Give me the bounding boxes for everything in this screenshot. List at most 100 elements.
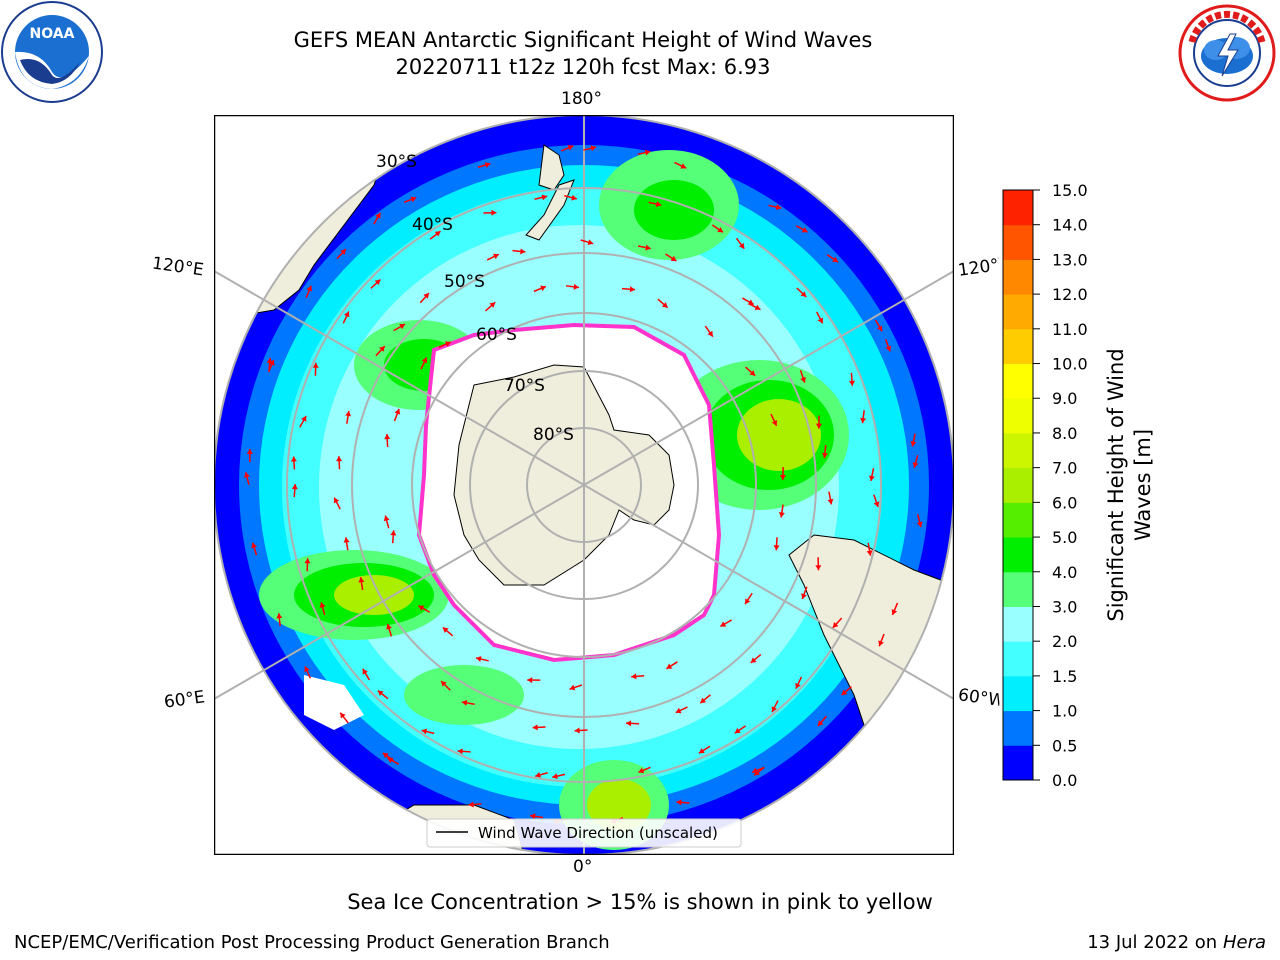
wave-arrow-head [675,707,682,714]
wave-arrow-head [387,757,394,763]
wave-arrow-head [655,201,662,207]
wave-arrow-head [290,456,297,462]
wave-arrow-head [795,682,801,689]
lat-label-70s: 70°S [504,376,545,396]
footer-date-text: 13 Jul 2022 on [1087,932,1223,953]
wave-arrow-head [532,724,538,731]
wave-arrow-head [754,304,761,310]
colorbar-block [1003,675,1033,712]
wave-arrow-head [661,302,668,308]
wave-arrow-head [771,419,778,426]
map-legend: Wind Wave Direction (unscaled) [426,818,742,848]
wave-arrow-head [916,521,923,528]
wave-arrow-head [444,341,451,347]
wave-arrow-head [698,747,705,754]
wave-arrow-head [815,423,822,429]
colorbar-tick-label: 1.5 [1052,667,1077,686]
wave-arrow-head [860,417,867,424]
wave-arrow-head [800,291,807,297]
wave-arrow-head [434,231,441,237]
wave-arrow-head [493,253,499,260]
colorbar-tick-label: 15.0 [1052,181,1088,200]
polar-map: 30°S 40°S 50°S 60°S 70°S 80°S Wind Wave … [214,115,954,855]
wave-arrow-head [821,452,828,459]
colorbar-block [1003,190,1033,226]
wave-arrow-head [800,376,806,383]
map-frame [214,115,954,855]
colorbar-label-line1: Significant Height of Wind [1104,348,1128,621]
colorbar-tick-label: 7.0 [1052,459,1077,478]
wave-arrow-head [345,410,352,417]
wave-arrow-head [461,699,468,706]
wave-arrow-head [340,249,346,255]
colorbar-tick-label: 0.5 [1052,736,1077,755]
wave-arrow-head [552,773,558,780]
legend-text: Wind Wave Direction (unscaled) [478,824,718,842]
wave-arrow-head [670,255,677,262]
wave-arrow-head [530,813,536,820]
wave-arrow-head [815,565,822,571]
wave-arrow-head [873,501,880,508]
wave-arrow-head [885,345,892,352]
wave-arrow-head [244,472,250,478]
wave-arrow-head [423,292,429,299]
map-title: GEFS MEAN Antarctic Significant Height o… [293,28,873,52]
colorbar-block [1003,363,1033,399]
wave-arrow-head [384,434,391,440]
colorbar-block [1003,467,1033,503]
wave-arrow-head [390,530,397,536]
wave-arrow-head [441,681,447,687]
wave-arrow-head [418,605,425,611]
lat-label-30s: 30°S [376,152,417,172]
lat-label-50s: 50°S [444,272,485,292]
wave-arrow-head [778,512,785,518]
colorbar-block [1003,224,1033,260]
wave-arrow-head [540,285,546,292]
nws-logo [1178,4,1276,102]
wave-arrow-head [306,285,313,292]
wave-arrow-head [276,613,283,619]
wave-arrow-head [707,330,713,337]
colorbar-tick-label: 1.0 [1052,702,1077,721]
lon-label-60w: 60°W [956,685,1002,711]
colorbar-tick-label: 6.0 [1052,493,1077,512]
wave-arrow-head [541,194,548,201]
wave-arrow-head [319,602,326,608]
wave-arrow-head [848,380,855,386]
wave-arrow-head [680,163,687,169]
colorbar-block [1003,432,1033,469]
wave-arrow-head [246,448,253,454]
colorbar-tick-label: 3.0 [1052,597,1077,616]
lon-label-120w: 120°W [956,255,1002,281]
noaa-logo: NOAA [1,1,103,103]
wave-arrow-head [573,283,579,290]
colorbar-tick-label: 13.0 [1052,250,1088,269]
wave-arrow-head [343,311,350,318]
colorbar-label-line2: Waves [m] [1131,429,1155,541]
colorbar-block [1003,537,1033,573]
colorbar-tick-label: 11.0 [1052,320,1088,339]
colorbar-tick-label: 9.0 [1052,389,1077,408]
colorbar-block [1003,710,1033,746]
wave-arrow-head [910,441,917,447]
wave-arrow-head [817,720,824,727]
wave-arrow-head [773,545,780,551]
wave-arrow-head [336,456,343,462]
wave-arrow-head [358,577,365,583]
wave-arrow-head [638,767,645,774]
wave-arrow-head [754,769,760,776]
lon-label-180: 180° [561,89,602,109]
wave-arrow-head [374,279,381,286]
wave-arrow-head [442,627,449,633]
colorbar-block [1003,502,1033,538]
graticule [214,115,954,855]
wave-arrow-head [567,144,574,151]
colorbar-block [1003,606,1033,642]
wave-arrow-head [771,706,777,713]
wave-arrow-head [491,209,497,216]
lon-label-60e: 60°E [162,687,207,713]
colorbar-block [1003,398,1033,434]
wave-arrow-head [644,149,651,156]
wave-arrow-head [386,623,392,630]
wave-arrow-head [645,244,651,251]
